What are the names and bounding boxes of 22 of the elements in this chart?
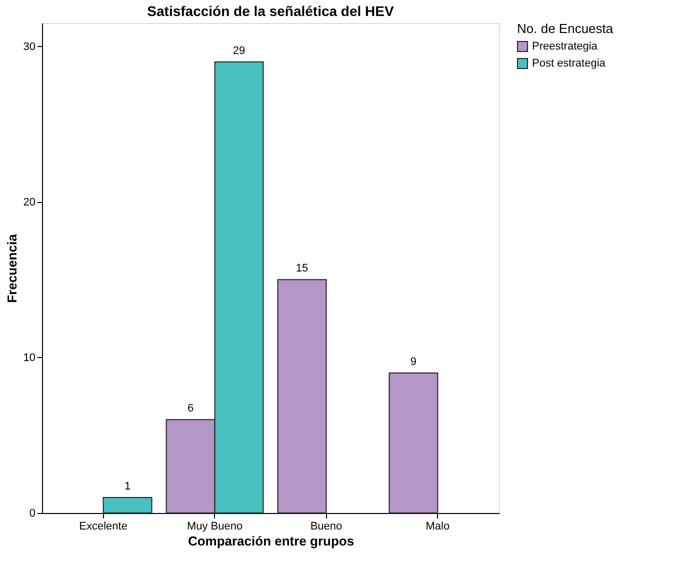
y-tick-label: 30	[23, 40, 36, 53]
legend-label: Preestrategia	[532, 40, 598, 52]
y-tick-label: 0	[29, 508, 36, 520]
bar	[102, 496, 152, 514]
data-label: 6	[187, 402, 194, 415]
x-tick-label: Bueno	[310, 520, 342, 532]
data-label: 15	[296, 262, 308, 275]
bar	[388, 372, 438, 514]
data-label: 9	[410, 356, 417, 368]
y-axis-title: Frecuencia	[4, 233, 20, 303]
legend-title: No. de Encuesta	[517, 21, 614, 36]
data-label: 29	[232, 44, 246, 57]
x-tick-label: Malo	[426, 520, 450, 532]
y-tick-label: 20	[23, 196, 36, 208]
chart-title: Satisfacción de la señalética del HEV	[147, 3, 394, 19]
y-tick-label: 10	[23, 352, 36, 364]
legend-label: Post estrategia	[532, 58, 606, 70]
x-tick-label: Muy Bueno	[186, 520, 243, 532]
data-label: 1	[124, 480, 131, 492]
x-tick-label: Excelente	[79, 520, 128, 532]
x-axis-title: Comparación entre grupos	[188, 534, 354, 548]
bar	[277, 279, 327, 514]
